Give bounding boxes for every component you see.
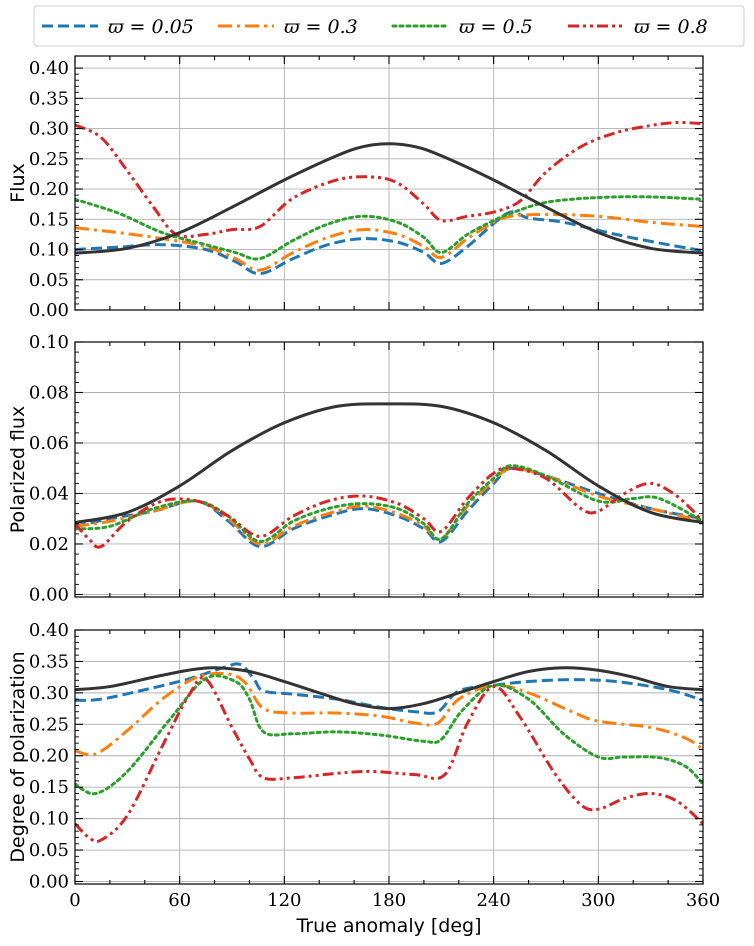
x-tick-label: 60 (168, 890, 191, 911)
grid (74, 56, 704, 311)
legend-entry: ϖ = 0.5 (391, 16, 533, 38)
legend-frame (33, 5, 745, 47)
legend-label: ϖ = 0.5 (459, 16, 533, 38)
series-line-3 (75, 674, 703, 796)
y-tick-label: 0.15 (29, 209, 69, 230)
x-tick-label: 240 (476, 890, 510, 911)
panel-3: 0.00 0.05 0.10 0.15 0.20 0.25 0.30 0.35 0.40 0 60 1… (7, 620, 720, 911)
ticks (74, 629, 704, 884)
x-tick-label: 180 (372, 890, 406, 911)
y-tick-label: 0.20 (29, 746, 69, 767)
y-tick-label: 0.30 (29, 119, 69, 140)
series-line-3 (75, 195, 703, 261)
panel-1: 0.00 0.05 0.10 0.15 0.20 0.25 0.30 0.35 0.40 Flux (7, 55, 704, 321)
y-tick-label: 0.02 (29, 534, 69, 555)
legend-entry: ϖ = 0.05 (42, 16, 194, 38)
y-tick-label: 0.10 (29, 809, 69, 830)
y-tick-label: 0.40 (29, 620, 69, 641)
y-tick-label: 0.05 (29, 270, 69, 291)
x-axis-label: True anomaly [deg] (295, 915, 481, 937)
y-tick-label: 0.04 (29, 483, 69, 504)
legend-label: ϖ = 0.8 (634, 16, 708, 38)
legend: ϖ = 0.05 ϖ = 0.3 ϖ = 0.5 ϖ = 0.8 (33, 5, 745, 47)
y-tick-label: 0.10 (29, 240, 69, 261)
y-axis-label: Degree of polarization (7, 651, 29, 862)
series-line-4 (75, 676, 703, 844)
y-tick-label: 0.35 (29, 88, 69, 109)
series-line-2 (75, 671, 703, 757)
y-tick-label: 0.15 (29, 777, 69, 798)
grid (74, 341, 704, 597)
x-tick-label: 360 (686, 890, 720, 911)
y-tick-label: 0.05 (29, 840, 69, 861)
panel-2: 0.00 0.02 0.04 0.06 0.08 0.10 Polarized flux (7, 332, 704, 605)
ticks (74, 341, 704, 597)
series-group (75, 120, 703, 276)
y-tick-label: 0.40 (29, 58, 69, 79)
legend-entries: ϖ = 0.05 ϖ = 0.3 ϖ = 0.5 ϖ = 0.8 (42, 16, 708, 38)
y-tick-label: 0.20 (29, 179, 69, 200)
x-tick-label: 120 (267, 890, 301, 911)
y-tick-label: 0.25 (29, 714, 69, 735)
x-tick-label: 0 (69, 890, 80, 911)
legend-entry: ϖ = 0.8 (568, 16, 708, 38)
y-axis-label: Flux (7, 163, 29, 203)
legend-label: ϖ = 0.3 (284, 16, 358, 38)
legend-label: ϖ = 0.05 (108, 16, 194, 38)
x-tick-label: 300 (581, 890, 615, 911)
y-tick-label: 0.00 (29, 871, 69, 892)
series-line-reference (75, 666, 703, 711)
y-tick-label: 0.35 (29, 651, 69, 672)
y-tick-label: 0.00 (29, 584, 69, 605)
series-line-1 (75, 210, 703, 276)
series-group (75, 402, 703, 549)
legend-entry: ϖ = 0.3 (218, 16, 358, 38)
y-tick-label: 0.06 (29, 433, 69, 454)
y-tick-label: 0.30 (29, 683, 69, 704)
series-line-reference (75, 402, 703, 524)
series-line-2 (75, 212, 703, 272)
series-group (75, 662, 703, 844)
series-line-4 (75, 466, 703, 549)
y-axis-label: Polarized flux (7, 406, 29, 533)
y-tick-label: 0.10 (29, 332, 69, 353)
y-tick-label: 0.25 (29, 149, 69, 170)
chart-panels: 0.00 0.05 0.10 0.15 0.20 0.25 0.30 0.35 0.40 Flux… (7, 55, 720, 911)
y-tick-label: 0.00 (29, 300, 69, 321)
y-tick-label: 0.08 (29, 382, 69, 403)
ticks (74, 56, 704, 311)
series-line-reference (75, 142, 703, 255)
grid (74, 629, 704, 884)
